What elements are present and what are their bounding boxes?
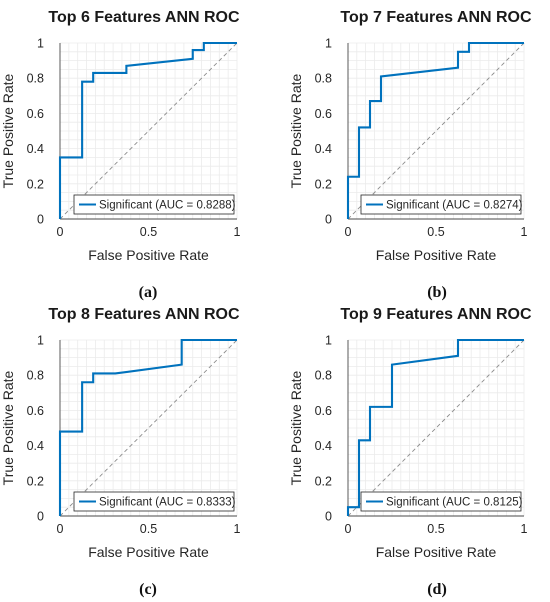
y-tick-label: 0.8 — [27, 72, 44, 86]
x-tick-label: 1 — [521, 225, 528, 239]
y-tick-label: 0.6 — [315, 107, 332, 121]
roc-curve-line — [346, 338, 524, 516]
y-tick-label: 0.8 — [315, 369, 332, 383]
roc-panel-1: Top 6 Features ANN ROC 0 0.5 1 0 0.2 0.4 0.6 0.8… — [0, 9, 241, 301]
y-tick-label: 0.2 — [315, 177, 332, 191]
y-axis-label: True Positive Rate — [0, 73, 16, 188]
x-tick-label: 0.5 — [427, 225, 444, 239]
panel-caption: (a) — [139, 284, 158, 301]
x-tick-label: 1 — [234, 522, 241, 536]
y-tick-label: 0 — [37, 213, 44, 227]
x-tick-label: 0 — [57, 225, 64, 239]
x-tick-label: 0 — [57, 522, 64, 536]
roc-panel-4: Top 9 Features ANN ROC 0 0.5 1 0 0.2 0.4 0.6 0.8… — [288, 306, 532, 598]
y-tick-label: 0.6 — [315, 404, 332, 418]
y-tick-label: 1 — [325, 334, 332, 348]
y-axis-label: True Positive Rate — [288, 73, 304, 188]
y-tick-label: 0.4 — [27, 142, 44, 156]
y-tick-label: 0.4 — [315, 439, 332, 453]
legend-box — [73, 194, 235, 215]
x-tick-label: 0.5 — [140, 225, 157, 239]
panel-caption: (b) — [427, 284, 447, 301]
legend-label: Significant (AUC = 0.8274) — [386, 200, 523, 212]
legend-box — [73, 491, 235, 512]
y-tick-label: 0.6 — [27, 404, 44, 418]
y-tick-label: 0.2 — [27, 177, 44, 191]
legend-label: Significant (AUC = 0.8125) — [386, 497, 523, 509]
y-tick-label: 0.6 — [27, 107, 44, 121]
x-tick-label: 0 — [345, 522, 352, 536]
x-axis-label: False Positive Rate — [376, 544, 497, 560]
y-tick-label: 0 — [325, 213, 332, 227]
x-tick-label: 0.5 — [427, 522, 444, 536]
chart-title: Top 8 Features ANN ROC — [48, 306, 240, 323]
legend: Significant (AUC = 0.8288) — [73, 194, 236, 215]
legend-box — [360, 491, 522, 512]
y-tick-label: 1 — [37, 334, 44, 348]
x-tick-label: 1 — [521, 522, 528, 536]
y-tick-label: 0.4 — [27, 439, 44, 453]
x-tick-label: 0.5 — [140, 522, 157, 536]
x-tick-label: 0 — [345, 225, 352, 239]
chart-title: Top 9 Features ANN ROC — [340, 306, 532, 323]
y-axis-label: True Positive Rate — [288, 370, 304, 485]
roc-panel-2: Top 7 Features ANN ROC 0 0.5 1 0 0.2 0.4 0.6 0.8… — [288, 9, 532, 301]
chart-title: Top 7 Features ANN ROC — [340, 9, 532, 26]
y-axis-label: True Positive Rate — [0, 370, 16, 485]
y-tick-label: 0 — [325, 510, 332, 524]
y-tick-label: 0.4 — [315, 142, 332, 156]
y-tick-label: 0.8 — [315, 72, 332, 86]
legend: Significant (AUC = 0.8125) — [360, 491, 523, 512]
y-tick-label: 0.2 — [315, 474, 332, 488]
y-tick-label: 0 — [37, 510, 44, 524]
x-axis-label: False Positive Rate — [88, 544, 209, 560]
roc-curve-line — [58, 41, 237, 219]
legend-label: Significant (AUC = 0.8288) — [99, 200, 236, 212]
x-tick-label: 1 — [234, 225, 241, 239]
x-axis-label: False Positive Rate — [88, 247, 209, 263]
y-tick-label: 0.8 — [27, 369, 44, 383]
roc-curve-line — [58, 338, 237, 516]
roc-panel-3: Top 8 Features ANN ROC 0 0.5 1 0 0.2 0.4 0.6 0.8… — [0, 306, 241, 598]
chart-title: Top 6 Features ANN ROC — [48, 9, 240, 26]
roc-curve-line — [346, 41, 524, 219]
panel-caption: (d) — [427, 581, 447, 598]
legend-label: Significant (AUC = 0.8333) — [99, 497, 236, 509]
y-tick-label: 0.2 — [27, 474, 44, 488]
y-tick-label: 1 — [325, 37, 332, 51]
y-tick-label: 1 — [37, 37, 44, 51]
legend: Significant (AUC = 0.8274) — [360, 194, 523, 215]
legend: Significant (AUC = 0.8333) — [73, 491, 236, 512]
legend-box — [360, 194, 522, 215]
panel-caption: (c) — [139, 581, 157, 598]
x-axis-label: False Positive Rate — [376, 247, 497, 263]
